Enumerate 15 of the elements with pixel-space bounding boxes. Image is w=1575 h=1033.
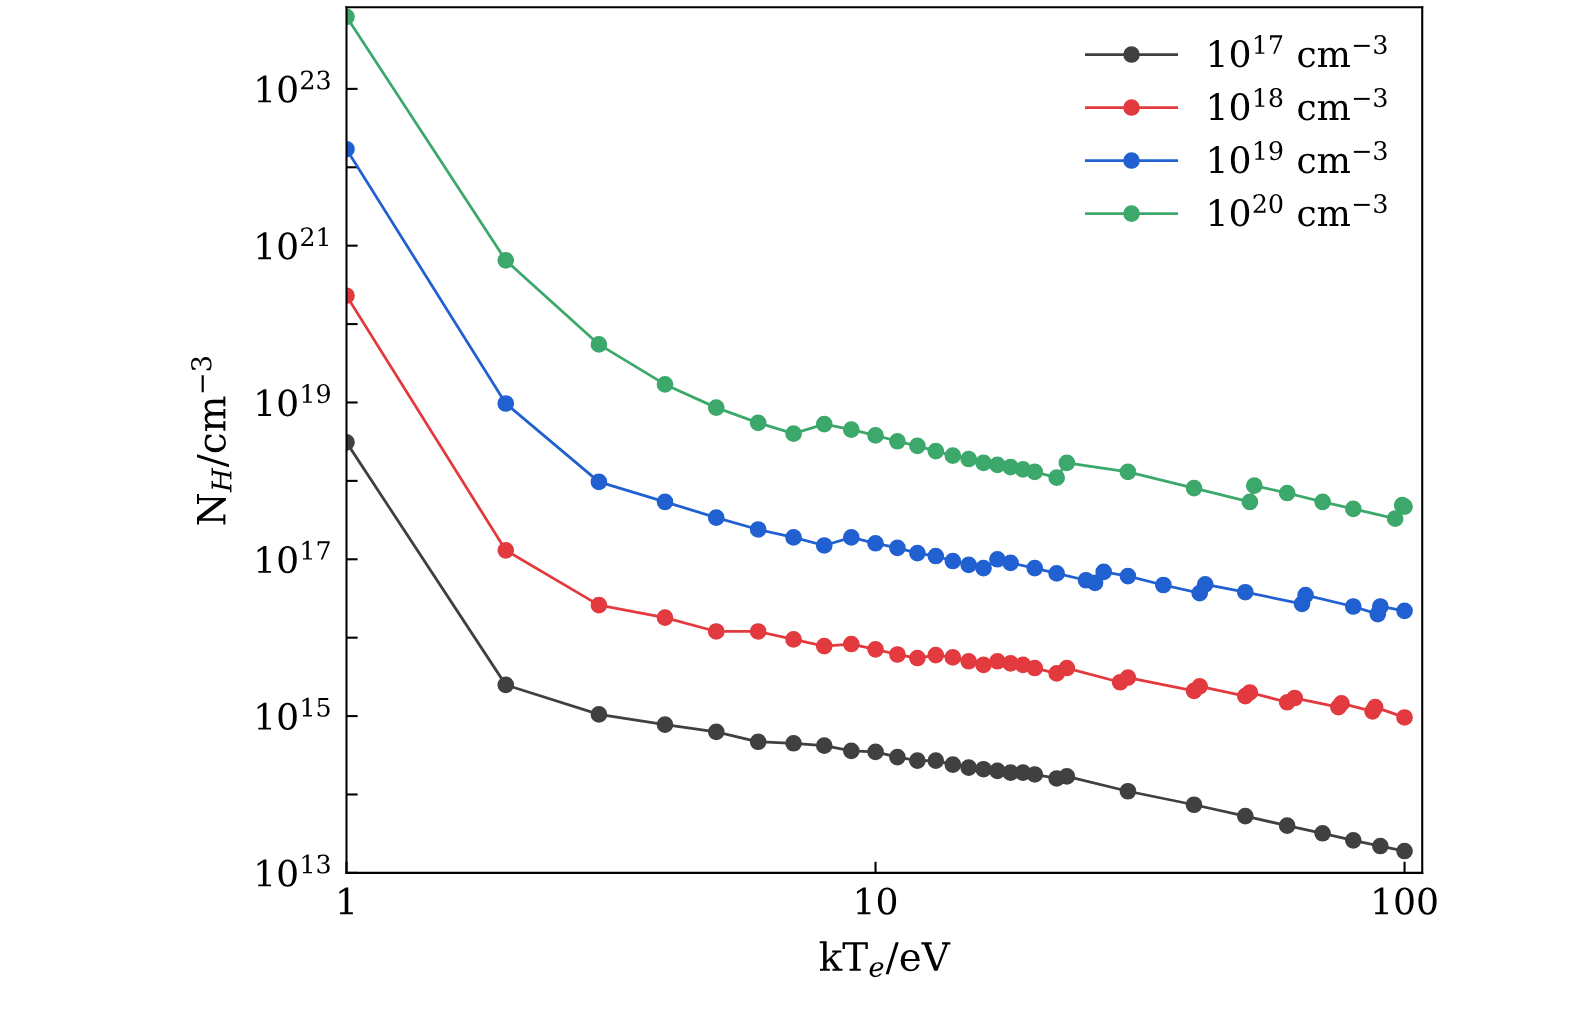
x-axis-title: kT$_{e}$/eV xyxy=(819,941,951,978)
y-axis-title: N$_{H}$/cm$^{−3}$ xyxy=(191,357,232,525)
y-tick-label: 10$^{15}$ xyxy=(257,697,330,731)
legend-label: 10$^{20}$ cm$^{−3}$ xyxy=(1209,194,1387,227)
y-tick-label: 10$^{21}$ xyxy=(257,227,329,260)
y-tick-label: 10$^{17}$ xyxy=(257,540,330,574)
y-tick-label: 10$^{19}$ xyxy=(257,384,330,417)
legend-label: 10$^{17}$ cm$^{−3}$ xyxy=(1209,35,1387,68)
y-tick-label: 10$^{13}$ xyxy=(257,854,330,887)
legend-label: 10$^{18}$ cm$^{−3}$ xyxy=(1209,88,1387,121)
x-tick-label: 100 xyxy=(1374,887,1437,915)
x-tick-label: 10 xyxy=(856,887,897,915)
legend-label: 10$^{19}$ cm$^{−3}$ xyxy=(1209,141,1387,174)
y-tick-label: 10$^{23}$ xyxy=(257,70,330,103)
x-tick-label: 1 xyxy=(339,887,353,915)
